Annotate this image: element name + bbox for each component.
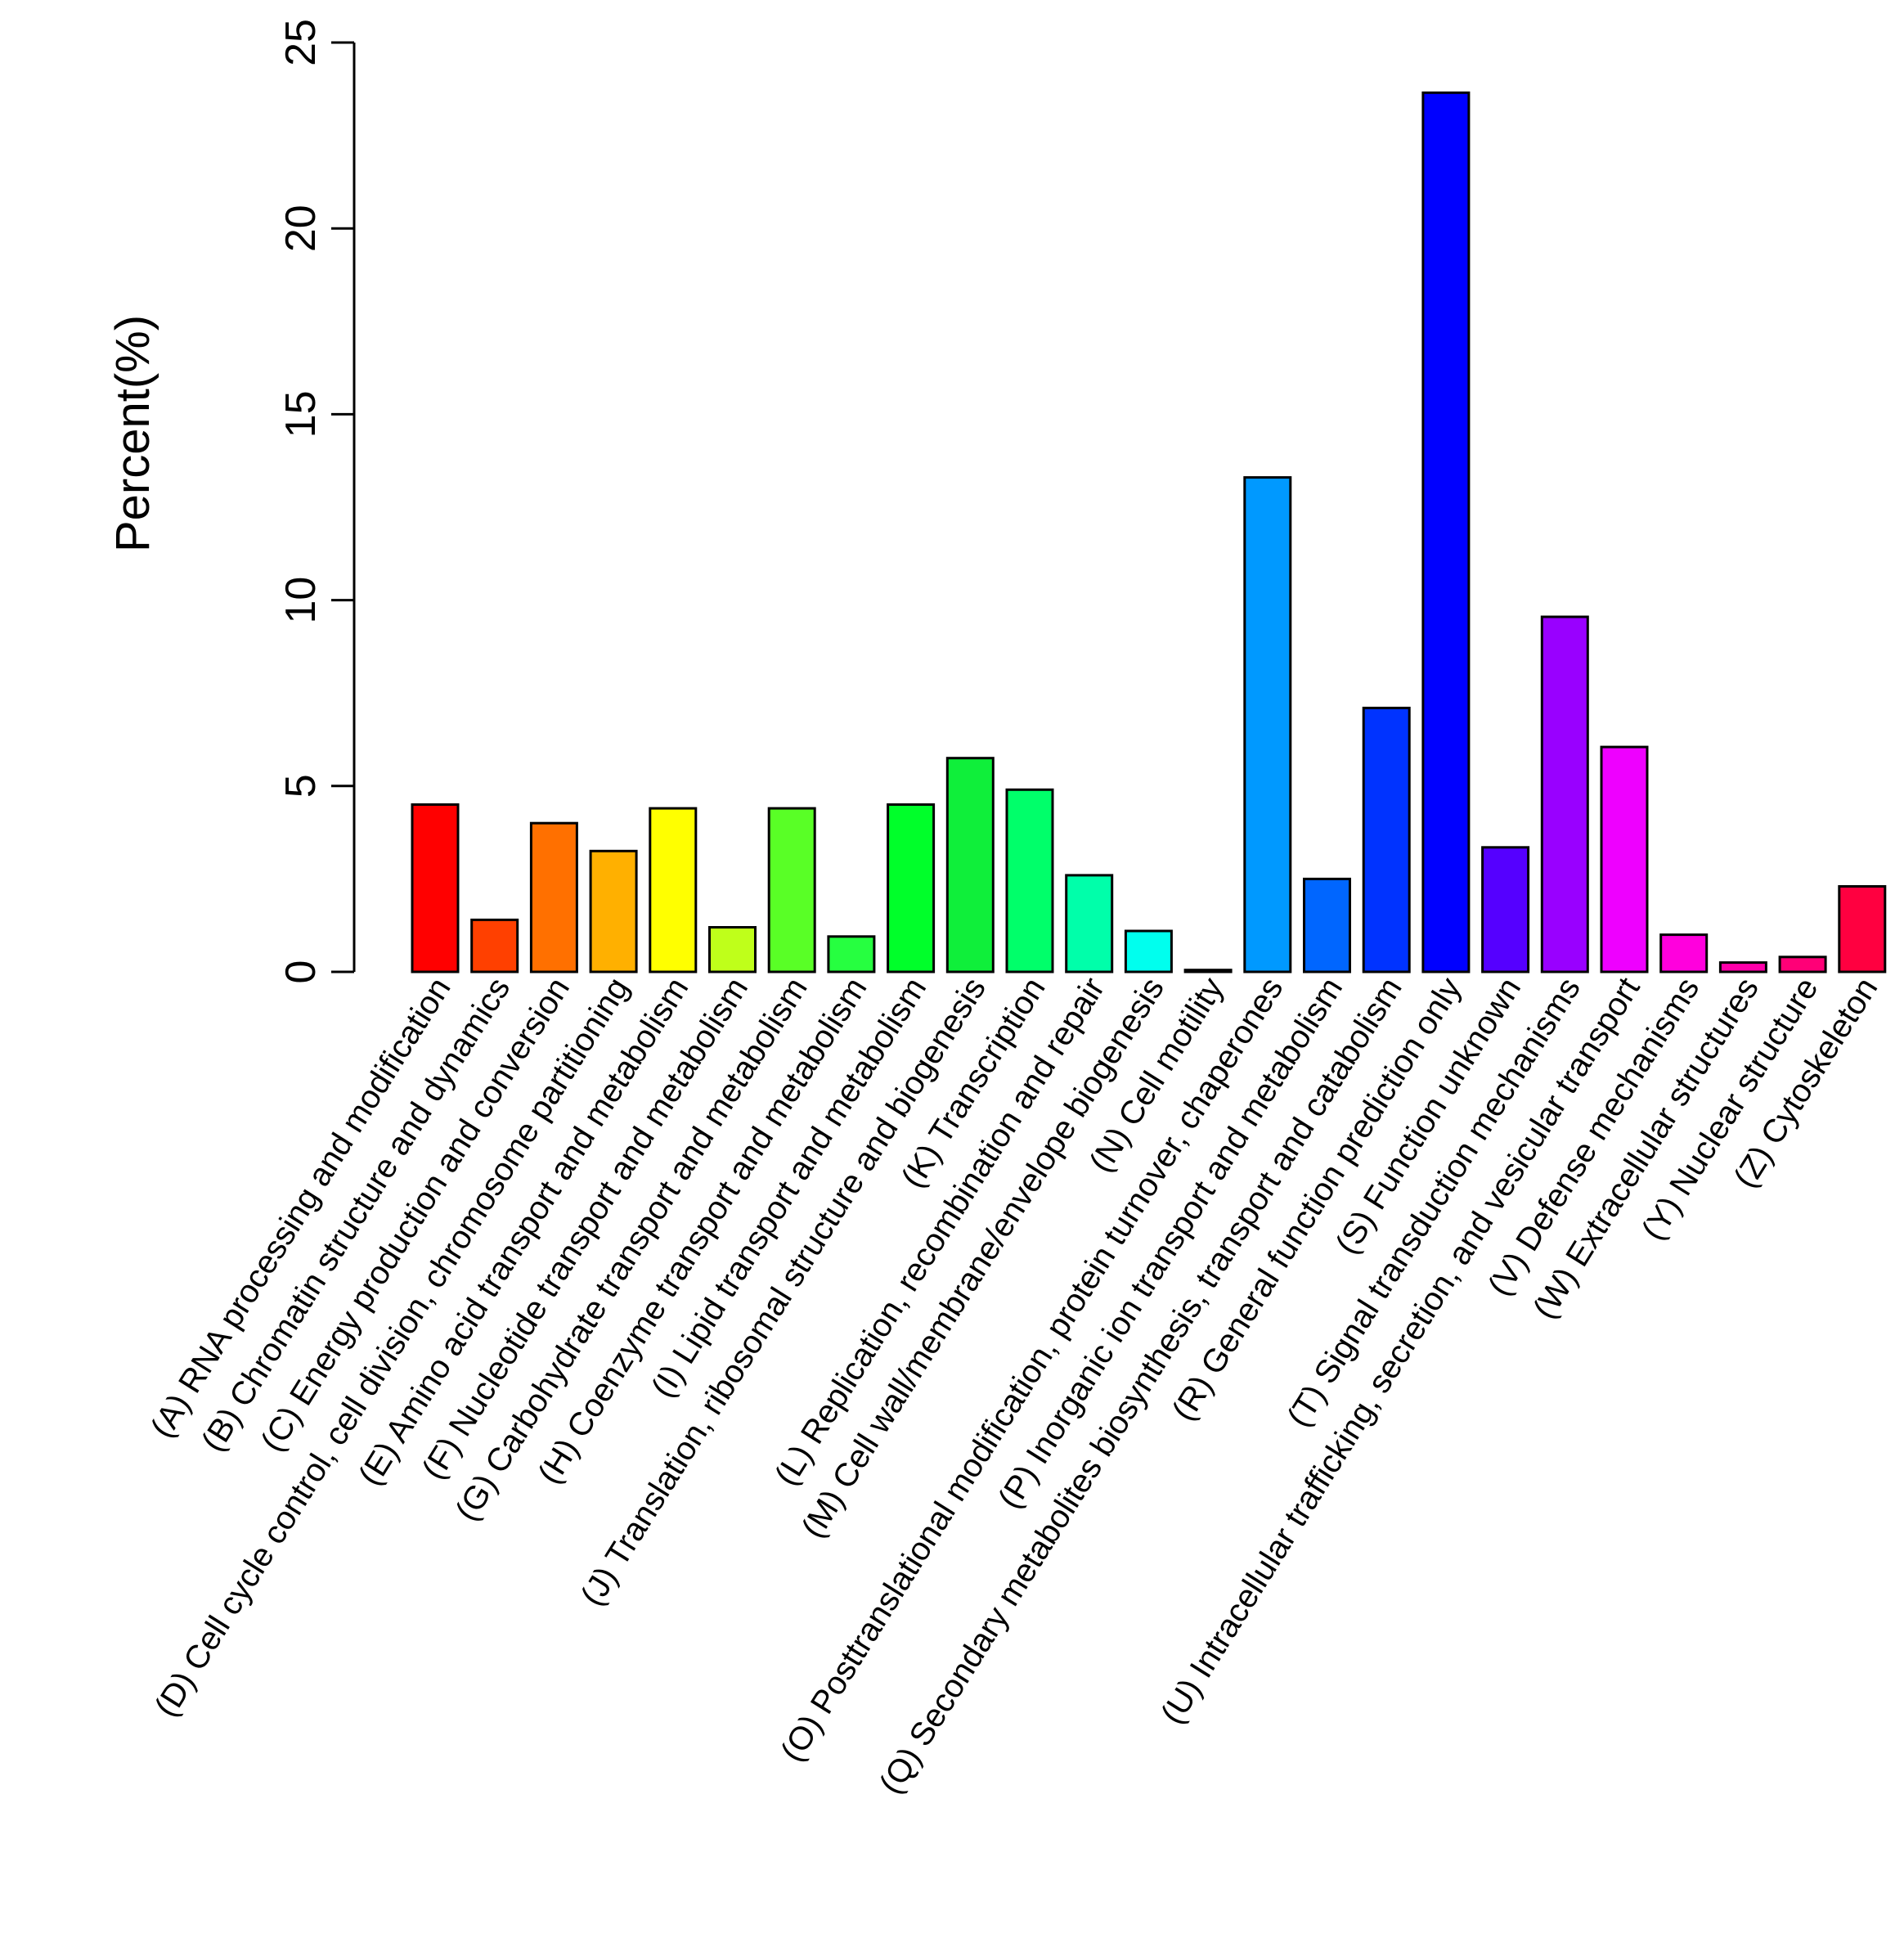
y-tick-label: 5 xyxy=(277,774,325,798)
y-tick-label: 15 xyxy=(277,390,325,438)
bar xyxy=(887,803,936,974)
bar xyxy=(767,807,816,974)
bar xyxy=(649,807,698,974)
y-tick-label: 25 xyxy=(277,19,325,66)
bar xyxy=(589,849,638,974)
bar xyxy=(1243,476,1292,974)
bar xyxy=(1481,846,1530,974)
bar xyxy=(1540,615,1589,974)
bar xyxy=(1600,745,1649,974)
bar xyxy=(1659,933,1709,974)
bar xyxy=(1183,969,1233,974)
bar xyxy=(945,757,995,974)
bar xyxy=(1421,91,1471,974)
bar xyxy=(1124,929,1173,974)
bars-group xyxy=(411,91,1887,974)
bar xyxy=(708,926,757,974)
y-tick-label: 20 xyxy=(277,205,325,252)
x-axis-labels: (A) RNA processing and modification(B) C… xyxy=(144,971,1884,1800)
bar xyxy=(827,935,876,974)
y-axis-label: Percent(%) xyxy=(106,315,159,552)
y-axis: 0 5 10 15 20 25 xyxy=(277,19,356,984)
bar xyxy=(470,918,519,974)
y-tick-label: 10 xyxy=(277,577,325,624)
bar xyxy=(1838,885,1887,974)
bar xyxy=(1303,877,1351,974)
bar xyxy=(411,803,460,974)
bar xyxy=(1778,956,1827,974)
bar xyxy=(529,821,578,974)
bar xyxy=(1718,961,1767,974)
bar xyxy=(1065,874,1114,974)
y-tick-label: 0 xyxy=(277,960,325,984)
bar xyxy=(1005,788,1054,974)
bar xyxy=(1362,706,1411,974)
